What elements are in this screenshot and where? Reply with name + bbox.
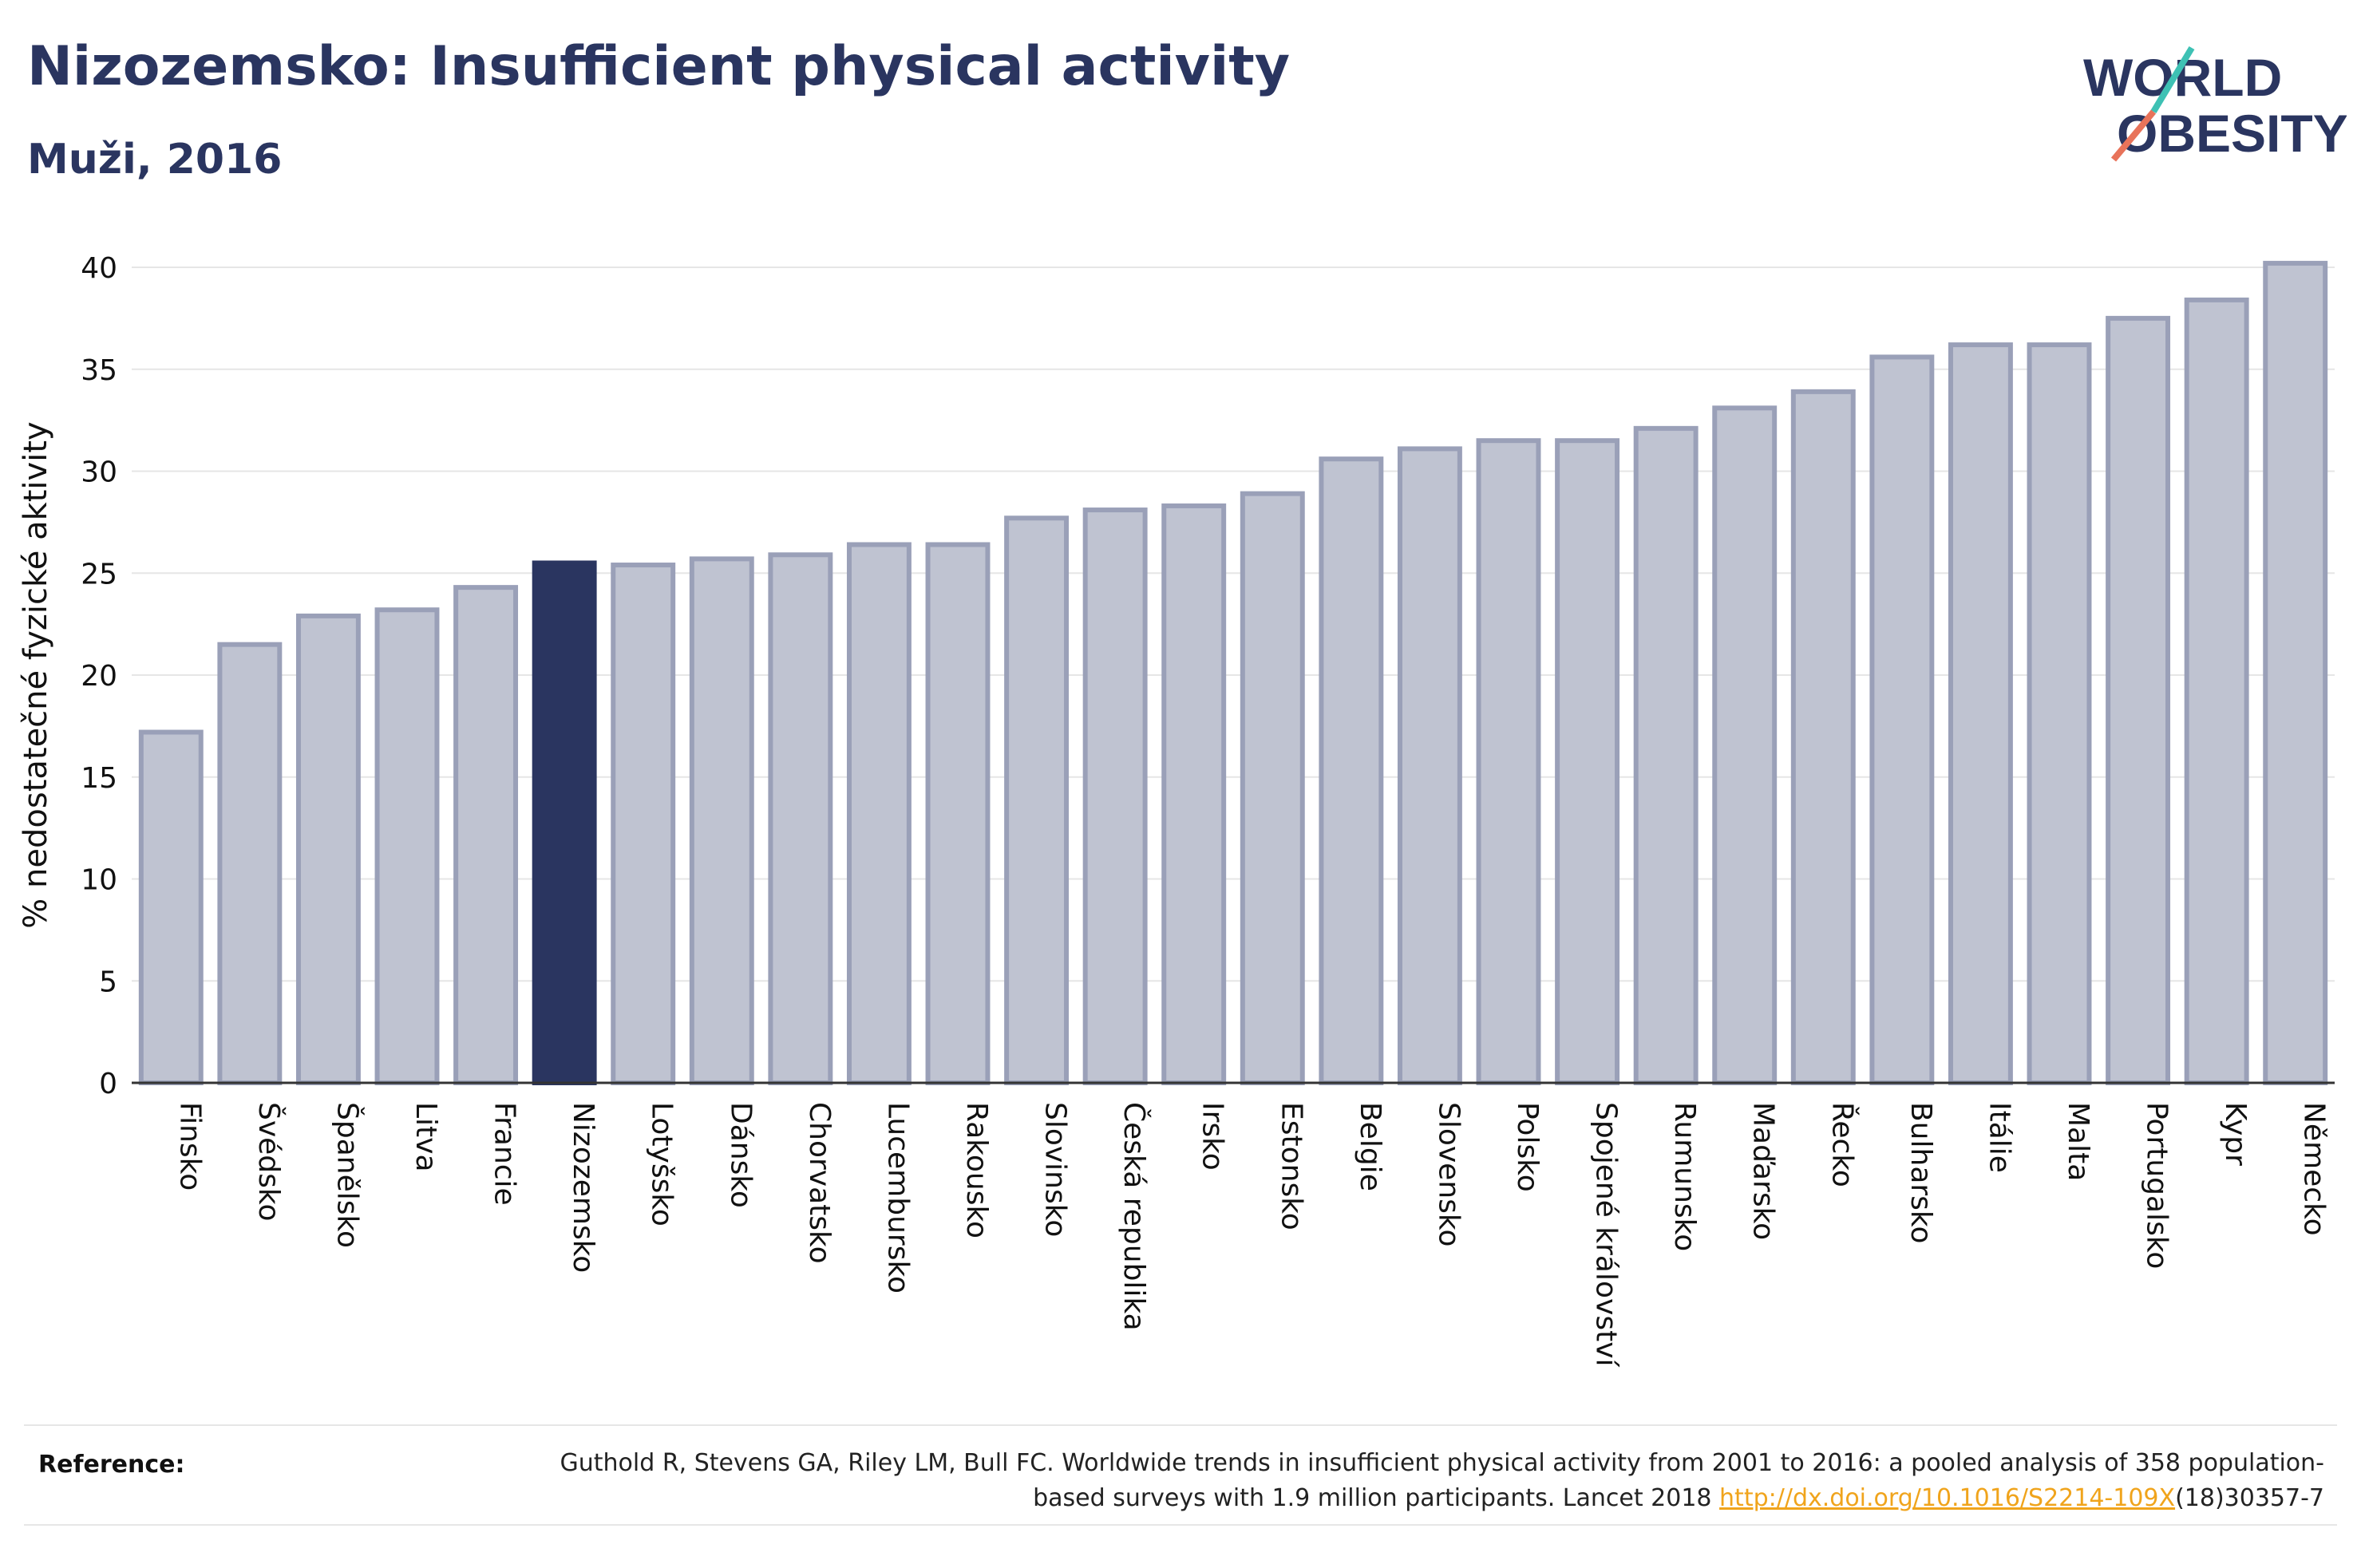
x-tick-label: Estonsko	[1275, 1102, 1307, 1230]
y-tick-label: 25	[81, 558, 117, 590]
bar-lucembursko	[846, 542, 912, 1085]
y-axis-ticks: 0 5 10 15 20 25 30 35 40	[81, 252, 117, 1100]
x-tick-label: Dánsko	[724, 1102, 757, 1208]
bar-slovinsko	[1004, 515, 1070, 1085]
chart-subtitle: Muži, 2016	[27, 136, 283, 184]
x-tick-label: Finsko	[173, 1102, 206, 1191]
logo-slash-coral	[2110, 109, 2157, 162]
bar-finsko	[138, 729, 204, 1085]
x-tick-label: Malta	[2062, 1102, 2094, 1181]
bar-španělsko	[295, 613, 361, 1085]
bar-chorvatsko	[768, 552, 833, 1085]
bar-malta	[2027, 342, 2092, 1085]
bar-litva	[374, 607, 440, 1085]
bar-spojené-království	[1555, 438, 1620, 1085]
reference-bottom-rule	[24, 1524, 2337, 1526]
x-tick-label: Řecko	[1825, 1102, 1859, 1187]
bar-řecko	[1790, 389, 1856, 1086]
y-tick-label: 35	[81, 354, 117, 387]
x-tick-label: Spojené království	[1590, 1102, 1623, 1368]
reference-citation-suffix: (18)30357-7	[2175, 1484, 2324, 1512]
x-axis-labels: Finsko Švédsko Španělsko Litva Francie Nizoze…	[173, 1102, 2330, 1368]
y-tick-label: 0	[99, 1068, 117, 1100]
reference-text: Guthold R, Stevens GA, Riley LM, Bull FC…	[488, 1446, 2324, 1516]
x-tick-label: Bulharsko	[1904, 1102, 1937, 1244]
x-tick-label: Německo	[2298, 1102, 2331, 1236]
bar-francie	[453, 585, 519, 1085]
bar-rumunsko	[1633, 425, 1699, 1085]
reference-doi-link[interactable]: http://dx.doi.org/10.1016/S2214-109X	[1719, 1484, 2176, 1512]
x-tick-label: Lucembursko	[881, 1102, 914, 1294]
reference-citation: Guthold R, Stevens GA, Riley LM, Bull FC…	[560, 1449, 2324, 1512]
x-tick-label: Česká republika	[1117, 1102, 1151, 1331]
y-tick-label: 20	[81, 660, 117, 693]
bar-dánsko	[689, 556, 754, 1085]
x-tick-label: Slovinsko	[1039, 1102, 1072, 1237]
x-tick-label: Chorvatsko	[803, 1102, 836, 1264]
bar-rakousko	[925, 542, 991, 1085]
bar-slovensko	[1397, 446, 1462, 1085]
bar-maďarsko	[1712, 405, 1778, 1086]
x-tick-label: Lotyšsko	[646, 1102, 678, 1226]
x-tick-label: Rumunsko	[1668, 1102, 1701, 1251]
x-tick-label: Belgie	[1354, 1102, 1386, 1191]
bar-estonsko	[1240, 491, 1305, 1085]
x-tick-label: Polsko	[1511, 1102, 1544, 1192]
chart-title: Nizozemsko: Insufficient physical activi…	[27, 35, 1291, 98]
world-obesity-logo: WORLD OBESITY	[2083, 45, 2347, 163]
bar-lotyšsko	[611, 563, 676, 1085]
reference-label: Reference:	[38, 1451, 185, 1479]
x-tick-label: Španělsko	[330, 1102, 364, 1248]
bar-irsko	[1161, 503, 1227, 1085]
y-axis-label: % nedostatečné fyzické aktivity	[18, 421, 54, 928]
bar-portugalsko	[2106, 315, 2171, 1085]
bar-nizozemsko	[532, 560, 597, 1085]
bar-chart: 0 5 10 15 20 25 30 35 40 Finsko Švédsko Španělsko L…	[18, 252, 2335, 1368]
x-tick-label: Kypr	[2219, 1102, 2252, 1166]
bar-polsko	[1476, 438, 1541, 1085]
x-tick-label: Portugalsko	[2141, 1102, 2173, 1269]
bar-belgie	[1319, 456, 1384, 1085]
reference-top-rule	[24, 1424, 2337, 1426]
bar-kypr	[2184, 297, 2249, 1085]
y-tick-label: 10	[81, 864, 117, 897]
logo-slash-teal	[2150, 45, 2195, 114]
bar-německo	[2263, 260, 2328, 1085]
bars	[138, 260, 2328, 1086]
x-tick-label: Litva	[409, 1102, 442, 1172]
y-tick-label: 5	[99, 966, 117, 998]
x-tick-label: Itálie	[1983, 1102, 2015, 1173]
bar-švédsko	[217, 642, 283, 1085]
x-tick-label: Irsko	[1196, 1102, 1229, 1171]
y-tick-label: 40	[81, 252, 117, 285]
y-tick-label: 30	[81, 456, 117, 489]
y-tick-label: 15	[81, 762, 117, 795]
x-tick-label: Francie	[488, 1102, 521, 1206]
x-tick-label: Maďarsko	[1747, 1102, 1780, 1240]
x-tick-label: Švédsko	[252, 1102, 286, 1222]
x-tick-label: Nizozemsko	[567, 1102, 599, 1273]
x-tick-label: Rakousko	[960, 1102, 993, 1238]
bar-česká-republika	[1082, 508, 1148, 1085]
bar-bulharsko	[1869, 354, 1935, 1086]
x-tick-label: Slovensko	[1432, 1102, 1465, 1247]
bar-itálie	[1948, 342, 2013, 1085]
